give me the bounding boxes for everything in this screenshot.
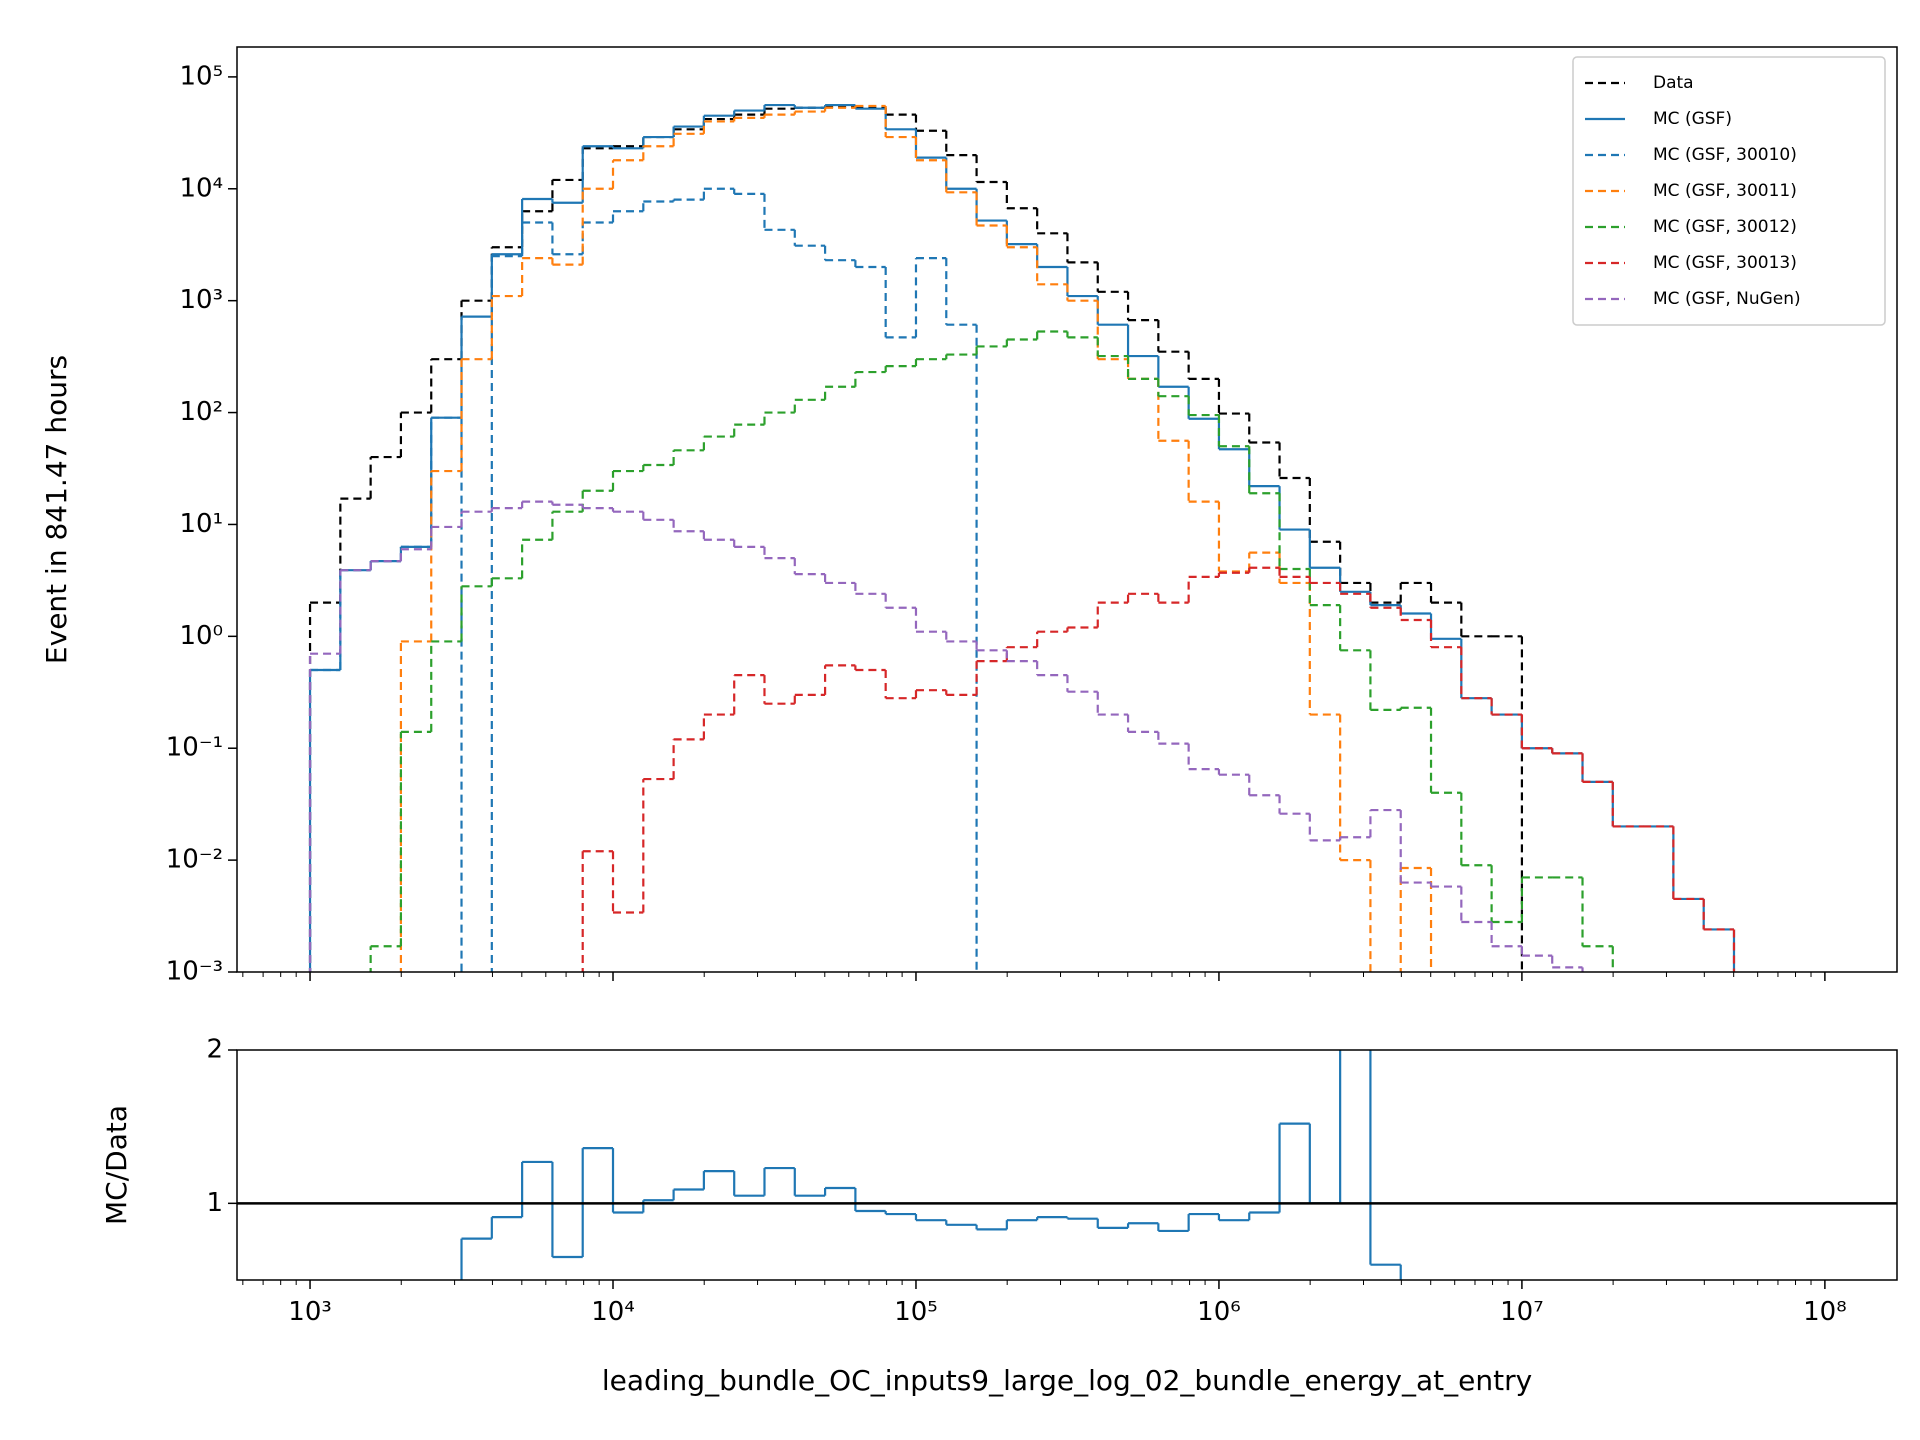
y-tick-label: 10¹ — [179, 509, 223, 539]
legend-label: MC (GSF) — [1653, 109, 1732, 129]
legend-label: MC (GSF, NuGen) — [1653, 289, 1801, 309]
y-tick-label: 10⁴ — [179, 173, 223, 203]
y-tick-label: 1 — [206, 1188, 223, 1218]
y-tick-label: 10² — [179, 397, 223, 427]
legend-label: MC (GSF, 30013) — [1653, 253, 1797, 273]
axes-frame — [236, 46, 1898, 973]
legend-label: MC (GSF, 30012) — [1653, 217, 1797, 237]
plot-area — [460, 1050, 1402, 1280]
y-tick-label: 10⁻³ — [166, 957, 223, 987]
legend-box — [1572, 56, 1886, 326]
x-tick-label: 10⁴ — [591, 1297, 635, 1327]
x-tick-label: 10³ — [288, 1297, 332, 1327]
legend-label: MC (GSF, 30011) — [1653, 181, 1797, 201]
legend-label: Data — [1653, 73, 1694, 93]
x-tick-label: 10⁶ — [1197, 1297, 1241, 1327]
plot-area — [308, 103, 1736, 972]
y-axis-label: Event in 841.47 hours — [40, 355, 73, 664]
y-tick-label: 10⁰ — [179, 621, 223, 651]
y-tick-label: 10⁵ — [179, 61, 223, 91]
y-tick-label: 2 — [206, 1035, 223, 1065]
y-axis-label: MC/Data — [100, 1105, 133, 1225]
y-tick-label: 10⁻² — [166, 845, 223, 875]
legend: Data MC (GSF) MC (GSF, 30010) MC (GSF, 3001… — [1572, 56, 1886, 326]
x-tick-label: 10⁷ — [1500, 1297, 1544, 1327]
axes-frame — [236, 1049, 1898, 1281]
legend-label: MC (GSF, 30010) — [1653, 145, 1797, 165]
x-tick-label: 10⁸ — [1803, 1297, 1847, 1327]
y-tick-label: 10³ — [179, 285, 223, 315]
x-axis-label: leading_bundle_OC_inputs9_large_log_02_b… — [602, 1364, 1532, 1397]
x-tick-label: 10⁵ — [894, 1297, 938, 1327]
y-tick-label: 10⁻¹ — [166, 733, 223, 763]
